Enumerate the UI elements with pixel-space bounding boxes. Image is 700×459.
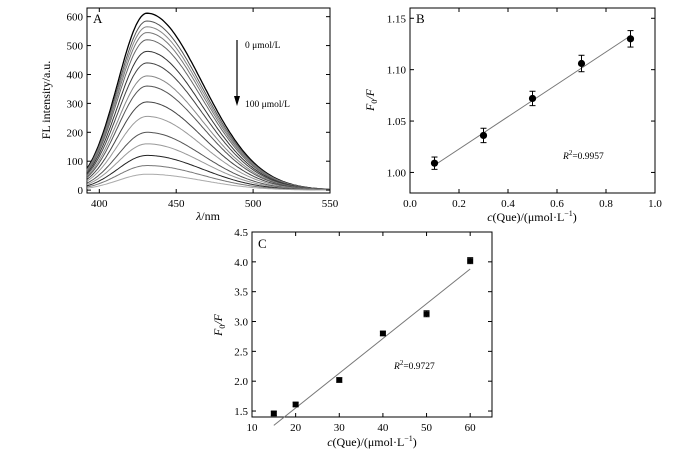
panel-b-r2: R2=0.9957 [562,149,604,162]
data-point [479,131,488,140]
data-point [467,258,474,264]
data-point [423,311,430,317]
panel-a-letter: A [93,11,103,26]
panel-b-marks [430,30,635,170]
x-tick-label: 10 [247,422,259,434]
y-tick-label: 1.00 [387,167,407,179]
panel-a-ticks: 400 450 500 550 0 100 200 300 400 500 600 [67,8,339,210]
x-tick-label: 0.8 [599,198,613,210]
panel-c-ticks: 10 20 30 40 50 60 1.5 2.0 2.5 3.0 3.5 4.0 4.5 [234,227,492,434]
data-point [270,410,277,416]
panel-b-letter: B [416,11,425,26]
y-tick-label: 3.0 [234,317,248,329]
spectrum-curve [86,85,331,191]
spectrum-curve [86,101,330,191]
panel-c-xlabel: c(Que)/(μmol·L−1) [327,434,417,449]
annotation-bottom: 100 μmol/L [245,100,290,110]
panel-a-spectra [86,12,331,191]
x-tick-label: 500 [245,198,262,210]
y-tick-label: 0 [78,185,84,197]
x-tick-label: 60 [465,422,477,434]
arrow-head-icon [234,96,240,106]
annotation-top: 0 μmol/L [245,41,281,51]
panel-c-r2: R2=0.9727 [393,359,435,372]
panel-c-frame [251,231,493,418]
panel-a-xlabel: λ/nm [195,209,221,223]
panel-b: B 0.0 0.2 0.4 0.6 0.8 1.0 1.00 1.05 1.10 1.15 R2=… [363,7,662,224]
panel-c-marks [270,257,474,426]
panel-c-letter: C [258,236,267,251]
x-tick-label: 50 [421,422,433,434]
spectrum-curve [86,173,330,191]
x-tick-label: 450 [168,198,185,210]
x-tick-label: 400 [91,198,108,210]
spectrum-curve [86,115,330,191]
x-tick-label: 30 [334,422,346,434]
spectrum-curve [86,32,330,190]
x-tick-label: 550 [322,198,339,210]
y-tick-label: 200 [67,127,84,139]
x-tick-label: 0.4 [501,198,515,210]
data-point [292,401,299,407]
y-tick-label: 1.5 [234,406,248,418]
panel-b-frame [409,7,656,194]
panel-a: A 400 450 500 550 0 100 200 300 400 500 600 0 μmol… [39,7,339,223]
panel-a-ylabel: FL intensity/a.u. [39,61,53,140]
y-tick-label: 400 [67,69,84,81]
y-tick-label: 500 [67,41,84,53]
panel-c-ylabel: F0/F [211,313,227,337]
x-tick-label: 1.0 [648,198,662,210]
y-tick-label: 300 [67,98,84,110]
panel-b-xlabel: c(Que)/(μmol·L−1) [487,209,577,224]
data-point [379,330,386,336]
fit-line [273,268,471,426]
x-tick-label: 0.6 [550,198,564,210]
y-tick-label: 100 [67,156,84,168]
y-tick-label: 2.0 [234,376,248,388]
panel-a-frame [86,7,331,194]
y-tick-label: 1.10 [387,65,407,77]
data-point [528,94,537,103]
panel-b-ticks: 0.0 0.2 0.4 0.6 0.8 1.0 1.00 1.05 1.10 1.15 [387,8,662,210]
panel-b-ylabel: F0/F [363,88,379,112]
x-tick-label: 40 [377,422,389,434]
y-tick-label: 600 [67,12,84,24]
y-tick-label: 2.5 [234,346,248,358]
x-tick-label: 0.0 [403,198,417,210]
data-point [626,35,635,43]
data-point [577,59,586,68]
y-tick-label: 4.5 [234,227,248,239]
y-tick-label: 3.5 [234,287,248,299]
panel-c: C 10 20 30 40 50 60 1.5 2.0 2.5 3.0 3.5 4.0 4.5 R2=0… [211,227,493,449]
y-tick-label: 4.0 [234,257,248,269]
x-tick-label: 0.2 [452,198,466,210]
data-point [336,377,343,383]
y-tick-label: 1.15 [387,13,407,25]
data-point [430,159,439,167]
y-tick-label: 1.05 [387,116,407,128]
x-tick-label: 20 [290,422,302,434]
